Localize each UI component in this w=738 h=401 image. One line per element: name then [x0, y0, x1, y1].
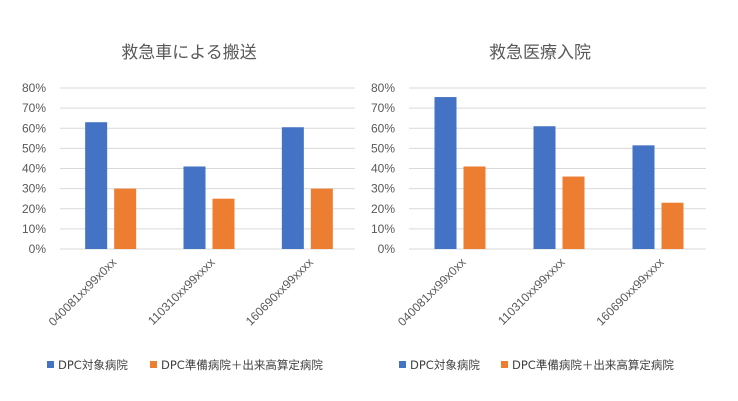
bar-dpc-target-040081xx99x0xx: [434, 97, 457, 250]
y-tick-label: 30%: [371, 182, 395, 196]
y-tick-label: 40%: [371, 162, 395, 176]
y-tick-label: 20%: [371, 202, 395, 216]
category-label: 110310xx99xxxx: [145, 255, 217, 327]
category-label: 160690xx99xxxx: [243, 255, 316, 328]
bar-dpc-target-040081xx99x0xx: [85, 122, 108, 249]
y-tick-label: 60%: [22, 121, 46, 135]
category-label: 040081xx99x0xx: [46, 255, 120, 329]
bar-dpc-target-160690xx99xxxx: [632, 145, 655, 249]
bar-dpc-prep-plus-040081xx99x0xx: [114, 188, 137, 249]
bar-dpc-prep-plus-160690xx99xxxx: [661, 202, 684, 249]
y-tick-label: 70%: [371, 101, 395, 115]
category-label: 040081xx99x0xx: [395, 255, 469, 329]
legend-label: DPC対象病院: [58, 358, 128, 372]
legend-label: DPC準備病院＋出来高算定病院: [512, 358, 674, 372]
legend-swatch: [47, 361, 54, 368]
legend-swatch: [501, 361, 508, 368]
bar-dpc-prep-plus-110310xx99xxxx: [212, 198, 235, 249]
chart-title: 救急医療入院: [489, 43, 591, 63]
y-tick-label: 30%: [22, 182, 46, 196]
y-tick-label: 20%: [22, 202, 46, 216]
bar-dpc-target-110310xx99xxxx: [533, 126, 556, 249]
category-label: 160690xx99xxxx: [594, 255, 667, 328]
bar-dpc-prep-plus-110310xx99xxxx: [562, 176, 585, 249]
legend-label: DPC対象病院: [410, 358, 480, 372]
bar-dpc-target-110310xx99xxxx: [183, 166, 206, 249]
y-tick-label: 0%: [378, 242, 396, 256]
y-tick-label: 10%: [371, 222, 395, 236]
legend-swatch: [399, 361, 406, 368]
y-tick-label: 40%: [22, 162, 46, 176]
bar-dpc-prep-plus-160690xx99xxxx: [310, 188, 333, 249]
bar-dpc-target-160690xx99xxxx: [281, 127, 304, 249]
y-tick-label: 80%: [371, 81, 395, 95]
chart-emergency-admission: 救急医療入院 0% 10% 20% 30% 40% 50% 60% 70% 80% 040081xx…: [371, 43, 706, 372]
chart-ambulance-transport: 救急車による搬送 0% 10% 20% 30% 40% 50% 60% 70% 80% 040081…: [22, 43, 355, 372]
y-tick-label: 70%: [22, 101, 46, 115]
y-tick-label: 0%: [29, 242, 47, 256]
y-tick-label: 50%: [371, 141, 395, 155]
y-tick-label: 50%: [22, 141, 46, 155]
legend-label: DPC準備病院＋出来高算定病院: [161, 358, 323, 372]
y-tick-label: 60%: [371, 121, 395, 135]
chart-title: 救急車による搬送: [121, 43, 257, 63]
bar-dpc-prep-plus-040081xx99x0xx: [463, 166, 486, 249]
y-tick-label: 80%: [22, 81, 46, 95]
category-label: 110310xx99xxxx: [495, 255, 567, 327]
y-tick-label: 10%: [22, 222, 46, 236]
legend-swatch: [150, 361, 157, 368]
